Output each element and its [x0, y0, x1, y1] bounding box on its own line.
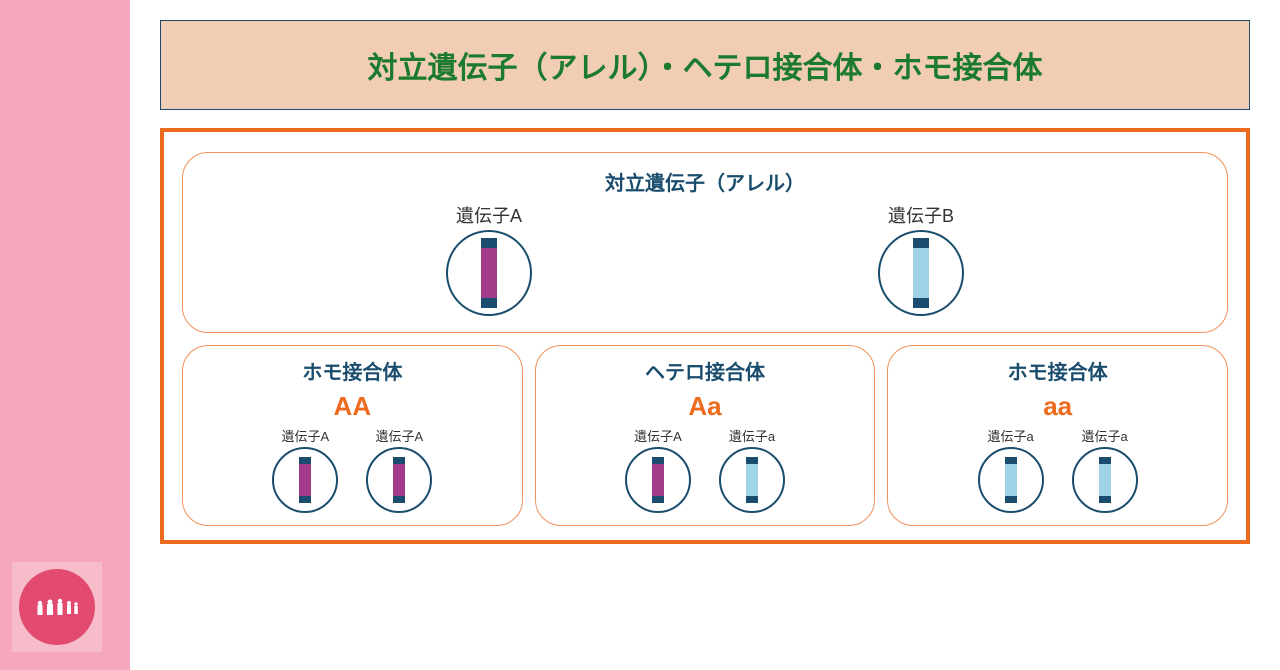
gene-unit: 遺伝子a [978, 426, 1044, 513]
gene-unit: 遺伝子A [625, 426, 691, 513]
gene-label: 遺伝子a [729, 426, 775, 445]
gene-label: 遺伝子A [634, 426, 682, 445]
gene-unit: 遺伝子A [446, 202, 532, 316]
gene-circle [878, 230, 964, 316]
gene-unit: 遺伝子a [1072, 426, 1138, 513]
genotype-code: aa [896, 391, 1219, 422]
slide-canvas: 対立遺伝子（アレル）・ヘテロ接合体・ホモ接合体 対立遺伝子（アレル） 遺伝子A … [130, 0, 1280, 670]
genotype-code: AA [191, 391, 514, 422]
gene-label: 遺伝子B [888, 202, 954, 228]
genotype-box: ホモ接合体 aa 遺伝子a 遺伝子a [887, 345, 1228, 526]
logo-circle [19, 569, 95, 645]
genotype-code: Aa [544, 391, 867, 422]
allele-section: 対立遺伝子（アレル） 遺伝子A 遺伝子B [182, 152, 1228, 333]
gene-unit: 遺伝子B [878, 202, 964, 316]
gene-circle [446, 230, 532, 316]
genotype-heading: ホモ接合体 [191, 356, 514, 385]
gene-pair: 遺伝子a 遺伝子a [896, 426, 1219, 513]
gene-unit: 遺伝子A [366, 426, 432, 513]
gene-unit: 遺伝子a [719, 426, 785, 513]
title-box: 対立遺伝子（アレル）・ヘテロ接合体・ホモ接合体 [160, 20, 1250, 110]
gene-circle [366, 447, 432, 513]
main-panel: 対立遺伝子（アレル） 遺伝子A 遺伝子B ホモ接合体 AA 遺伝子A [160, 128, 1250, 544]
watermark-logo [12, 562, 102, 652]
genotype-heading: ホモ接合体 [896, 356, 1219, 385]
genotype-row: ホモ接合体 AA 遺伝子A 遺伝子A ヘテロ接合体 Aa 遺伝子A [182, 345, 1228, 526]
slide-title: 対立遺伝子（アレル）・ヘテロ接合体・ホモ接合体 [171, 43, 1239, 87]
allele-heading: 対立遺伝子（アレル） [193, 167, 1217, 196]
gene-label: 遺伝子A [281, 426, 329, 445]
gene-circle [978, 447, 1044, 513]
gene-unit: 遺伝子A [272, 426, 338, 513]
gene-circle [719, 447, 785, 513]
gene-label: 遺伝子A [375, 426, 423, 445]
gene-label: 遺伝子a [1082, 426, 1128, 445]
gene-circle [1072, 447, 1138, 513]
allele-row: 遺伝子A 遺伝子B [193, 202, 1217, 316]
genotype-heading: ヘテロ接合体 [544, 356, 867, 385]
gene-label: 遺伝子A [456, 202, 522, 228]
genotype-box: ホモ接合体 AA 遺伝子A 遺伝子A [182, 345, 523, 526]
gene-label: 遺伝子a [988, 426, 1034, 445]
gene-circle [272, 447, 338, 513]
gene-pair: 遺伝子A 遺伝子A [191, 426, 514, 513]
gene-circle [625, 447, 691, 513]
gene-pair: 遺伝子A 遺伝子a [544, 426, 867, 513]
genotype-box: ヘテロ接合体 Aa 遺伝子A 遺伝子a [535, 345, 876, 526]
